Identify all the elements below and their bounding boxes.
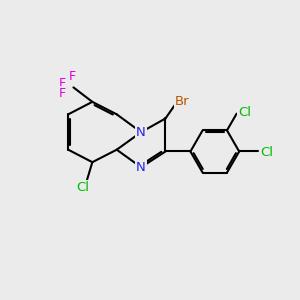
Text: Cl: Cl (238, 106, 251, 119)
Text: Cl: Cl (76, 181, 89, 194)
Text: Cl: Cl (260, 146, 273, 160)
Text: N: N (136, 161, 146, 174)
Text: Br: Br (175, 95, 190, 108)
Text: F: F (58, 87, 66, 101)
Text: F: F (68, 70, 76, 83)
Text: N: N (136, 126, 146, 139)
Text: F: F (58, 77, 66, 90)
